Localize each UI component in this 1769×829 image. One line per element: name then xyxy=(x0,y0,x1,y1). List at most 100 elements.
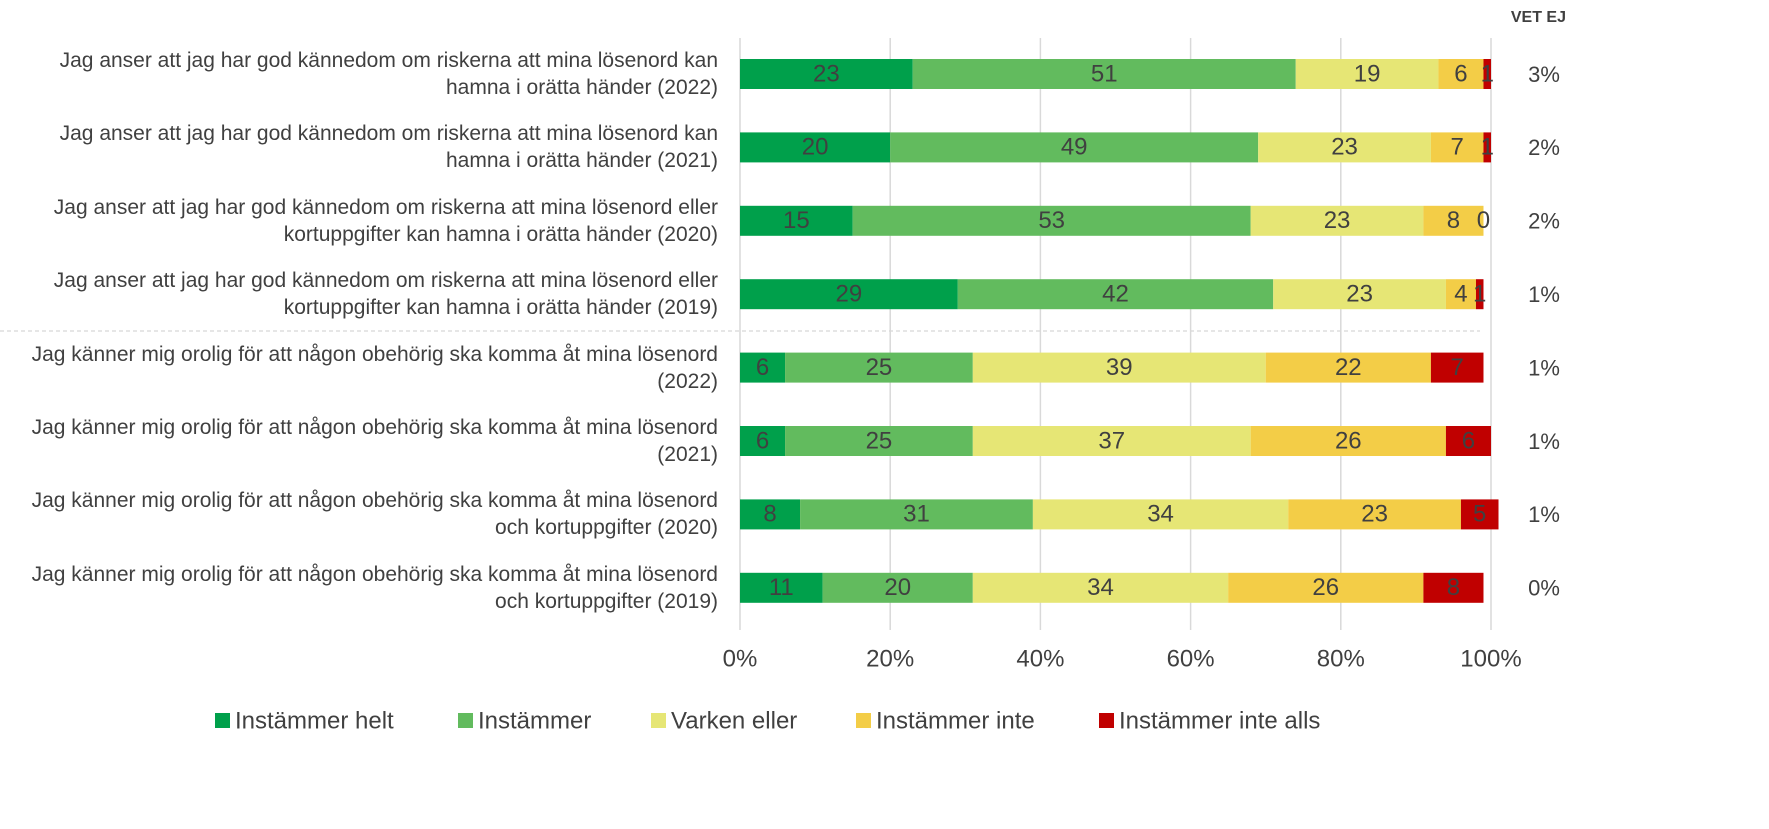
data-label: 1 xyxy=(1481,60,1494,87)
data-label: 23 xyxy=(1346,281,1373,308)
vet-ej-label: 0% xyxy=(1528,576,1560,601)
bar-segment xyxy=(800,499,1033,530)
data-label: 22 xyxy=(1335,354,1362,381)
bar-segment xyxy=(1460,499,1499,530)
data-label: 8 xyxy=(1447,207,1460,234)
bar-segment xyxy=(1250,205,1424,236)
data-label: 6 xyxy=(1454,60,1467,87)
bar-segment xyxy=(1228,572,1424,603)
vet-ej-label: 3% xyxy=(1528,62,1560,87)
bar-segment xyxy=(740,499,801,530)
data-label: 51 xyxy=(1091,60,1118,87)
bar-segment xyxy=(740,59,913,89)
bar-segment xyxy=(1438,59,1484,89)
data-label: 20 xyxy=(884,574,911,601)
bar-segment xyxy=(1250,426,1446,456)
data-label: 5 xyxy=(1473,501,1486,528)
data-label: 19 xyxy=(1354,60,1381,87)
data-label: 23 xyxy=(1331,134,1358,161)
x-tick-label: 80% xyxy=(1317,645,1365,672)
data-label: 6 xyxy=(756,354,769,381)
bar-segment xyxy=(972,426,1251,456)
data-label: 1 xyxy=(1473,281,1486,308)
data-label: 4 xyxy=(1454,281,1467,308)
data-label: 25 xyxy=(866,427,893,454)
category-label: Jag känner mig orolig för att någon obeh… xyxy=(31,489,718,540)
category-label: Jag känner mig orolig för att någon obeh… xyxy=(31,342,718,393)
bar-segment xyxy=(785,426,973,456)
bar-segment xyxy=(1423,205,1484,236)
legend-label: Varken eller xyxy=(671,707,797,734)
category-label: Jag anser att jag har god kännedom om ri… xyxy=(59,122,718,173)
data-label: 7 xyxy=(1451,354,1464,381)
bar-segment xyxy=(1483,59,1491,89)
legend-swatch xyxy=(651,713,666,728)
data-label: 23 xyxy=(1361,501,1388,528)
legend-label: Instämmer helt xyxy=(235,707,394,734)
legend-swatch xyxy=(856,713,871,728)
bar-segment xyxy=(957,279,1274,310)
vet-ej-label: 2% xyxy=(1528,135,1560,160)
data-label: 34 xyxy=(1147,501,1174,528)
bar-segment xyxy=(972,352,1266,383)
legend-label: Instämmer inte alls xyxy=(1119,707,1320,734)
bar-segment xyxy=(1475,279,1484,310)
vet-ej-label: 2% xyxy=(1528,209,1560,234)
bar-segment xyxy=(740,352,786,383)
bar-segment xyxy=(912,59,1296,89)
vet-ej-label: 1% xyxy=(1528,355,1560,380)
data-label: 1 xyxy=(1481,134,1494,161)
data-label: 6 xyxy=(1462,427,1475,454)
data-label: 6 xyxy=(756,427,769,454)
bar-segment xyxy=(1032,499,1289,530)
bar-segment xyxy=(852,205,1251,236)
category-label: Jag anser att jag har god kännedom om ri… xyxy=(53,195,718,246)
data-label: 34 xyxy=(1087,574,1114,601)
bar-segment xyxy=(822,572,973,603)
data-label: 25 xyxy=(866,354,893,381)
vet-ej-label: 1% xyxy=(1528,429,1560,454)
bar-segment xyxy=(890,132,1259,163)
bar-segment xyxy=(1445,426,1491,456)
legend-swatch xyxy=(1099,713,1114,728)
bar-segment xyxy=(1430,352,1484,383)
category-label: Jag känner mig orolig för att någon obeh… xyxy=(31,416,718,466)
bar-segment xyxy=(740,572,823,603)
data-label: 49 xyxy=(1061,134,1088,161)
x-tick-label: 100% xyxy=(1460,645,1521,672)
data-label: 8 xyxy=(1447,574,1460,601)
bar-segment xyxy=(785,352,973,383)
bar-segment xyxy=(740,132,891,163)
data-label: 31 xyxy=(903,501,930,528)
legend-swatch xyxy=(458,713,473,728)
data-label: 23 xyxy=(1324,207,1351,234)
data-label: 39 xyxy=(1106,354,1133,381)
vet-ej-label: 1% xyxy=(1528,282,1560,307)
bar-segment xyxy=(1445,279,1476,310)
data-label: 23 xyxy=(813,60,840,87)
bar-segment xyxy=(740,279,958,310)
data-label: 37 xyxy=(1098,427,1125,454)
data-label: 11 xyxy=(769,574,794,601)
bar-segment xyxy=(1273,279,1446,310)
bar-segment xyxy=(1483,132,1491,163)
x-tick-label: 40% xyxy=(1016,645,1064,672)
data-label: 29 xyxy=(836,281,863,308)
bar-segment xyxy=(1430,132,1484,163)
category-label: Jag anser att jag har god kännedom om ri… xyxy=(59,49,718,99)
data-label: 53 xyxy=(1038,207,1065,234)
bar-segment xyxy=(1295,59,1439,89)
data-label: 15 xyxy=(783,207,810,234)
data-label: 7 xyxy=(1451,134,1464,161)
bar-segment xyxy=(740,205,853,236)
data-label: 8 xyxy=(763,501,776,528)
legend-swatch xyxy=(215,713,230,728)
legend-label: Instämmer xyxy=(478,707,591,734)
x-tick-label: 0% xyxy=(723,645,758,672)
data-label: 26 xyxy=(1312,574,1339,601)
bar-segment xyxy=(1265,352,1431,383)
vet-ej-title: VET EJ xyxy=(1511,9,1566,26)
bar-segment xyxy=(1423,572,1484,603)
